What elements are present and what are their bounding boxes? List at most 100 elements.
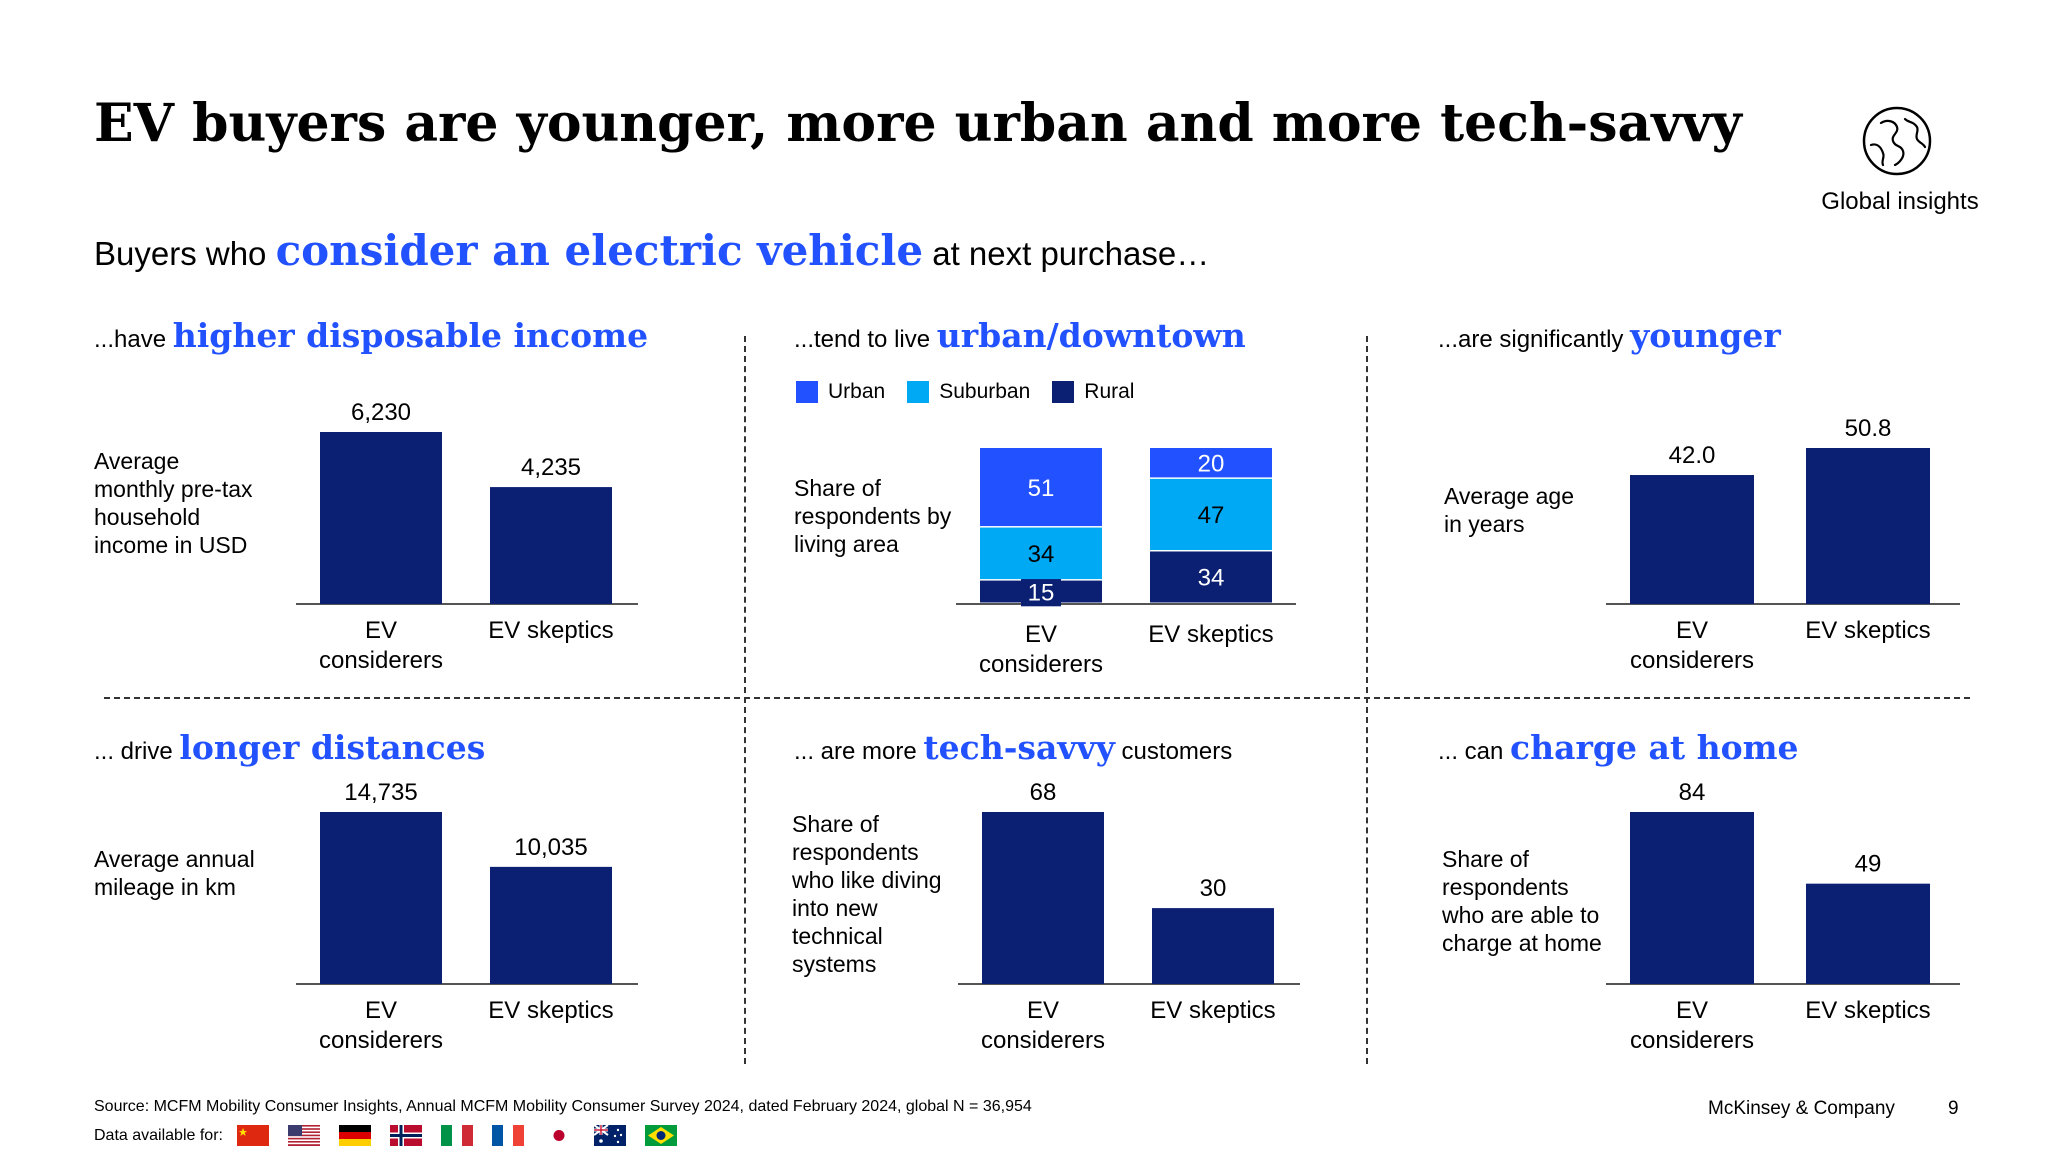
- age-bar-1: [1630, 475, 1754, 604]
- distance-bar-2: [490, 866, 612, 984]
- urban-value-label-suburban-1: 34: [1028, 541, 1055, 568]
- global-insights-label: Global insights: [1821, 188, 1979, 215]
- legend-label-urban: Urban: [828, 380, 886, 403]
- desc-tech: Share of respondents who like diving int…: [792, 811, 942, 977]
- legend-swatch-urban: [796, 381, 818, 403]
- urban-label-bg-rural-1: [1021, 578, 1061, 607]
- tech-category-label-1-line2: considerers: [981, 1027, 1105, 1054]
- usa-flag-icon: [287, 1125, 320, 1146]
- australia-flag-icon: [593, 1125, 626, 1146]
- page-title: EV buyers are younger, more urban and mo…: [94, 93, 1742, 154]
- income-category-label-2: EV skeptics: [488, 617, 613, 644]
- panel-head-pre: ... are more: [794, 738, 924, 765]
- legend-item-suburban: Suburban: [907, 380, 1030, 404]
- distance-value-label-1: 14,735: [344, 779, 417, 806]
- income-bar-2: [490, 487, 612, 604]
- urban-value-label-urban-1: 51: [1028, 475, 1055, 502]
- urban-segment-urban-2: [1150, 448, 1272, 478]
- panel-head-urban: ...tend to live urban/downtown: [794, 316, 1246, 355]
- horizontal-divider: [104, 697, 1970, 699]
- urban-category-label-1-line2: considerers: [979, 651, 1103, 678]
- charge-category-label-1-line2: considerers: [1630, 1027, 1754, 1054]
- panel-head-pre: ...are significantly: [1438, 326, 1631, 353]
- tech-bar-2: [1152, 908, 1274, 984]
- legend: Urban Suburban Rural: [796, 380, 1134, 404]
- age-category-label-1-line2: considerers: [1630, 647, 1754, 674]
- distance-category-label-1-line2: considerers: [319, 1027, 443, 1054]
- desc-age: Average age in years: [1444, 483, 1575, 537]
- age-category-label-2: EV skeptics: [1805, 617, 1930, 644]
- globe-icon: [1862, 106, 1932, 176]
- urban-category-label-1-line1: EV: [1025, 621, 1057, 648]
- page-number: 9: [1948, 1098, 1959, 1119]
- panel-head-income: ...have higher disposable income: [94, 316, 648, 355]
- tech-value-label-1: 68: [1030, 779, 1057, 806]
- desc-urban: Share of respondents by living area: [794, 475, 952, 557]
- panel-head-highlight: higher disposable income: [172, 316, 649, 355]
- urban-segment-suburban-1: [980, 527, 1102, 580]
- legend-swatch-rural: [1052, 381, 1075, 403]
- italy-flag-icon: [440, 1125, 473, 1146]
- panel-head-pre: ...tend to live: [794, 326, 937, 353]
- data-available: Data available for:: [94, 1125, 677, 1146]
- source-note: Source: MCFM Mobility Consumer Insights,…: [94, 1098, 1032, 1115]
- age-bar-2: [1806, 448, 1930, 604]
- income-value-label-2: 4,235: [521, 454, 581, 481]
- income-category-label-1-line1: EV: [365, 617, 397, 644]
- china-flag-icon: [236, 1125, 269, 1146]
- urban-segment-suburban-2: [1150, 478, 1272, 550]
- income-category-label-1-line2: considerers: [319, 647, 443, 674]
- income-bar-1: [320, 432, 442, 604]
- company-name: McKinsey & Company: [1708, 1098, 1895, 1119]
- panel-head-charge: ... can charge at home: [1438, 728, 1799, 767]
- panel-head-age: ...are significantly younger: [1438, 316, 1781, 355]
- panel-head-highlight: younger: [1630, 316, 1781, 355]
- charge-category-label-2: EV skeptics: [1805, 997, 1930, 1024]
- panel-head-post: customers: [1114, 738, 1233, 765]
- age-value-label-1: 42.0: [1669, 442, 1716, 469]
- panel-head-highlight: urban/downtown: [936, 316, 1246, 355]
- tech-category-label-1-line1: EV: [1027, 997, 1059, 1024]
- brazil-flag-icon: [644, 1125, 677, 1146]
- panel-head-distance: ... drive longer distances: [94, 728, 485, 767]
- vertical-divider-left: [744, 336, 746, 1064]
- desc-distance: Average annual mileage in km: [94, 846, 255, 900]
- urban-value-label-suburban-2: 47: [1198, 502, 1225, 529]
- income-value-label-1: 6,230: [351, 399, 411, 426]
- age-value-label-2: 50.8: [1845, 415, 1892, 442]
- panel-head-pre: ... can: [1438, 738, 1511, 765]
- charge-category-label-1-line1: EV: [1676, 997, 1708, 1024]
- legend-item-rural: Rural: [1052, 380, 1134, 404]
- panel-head-highlight: tech-savvy: [923, 728, 1115, 767]
- urban-value-label-urban-2: 20: [1198, 450, 1225, 477]
- subtitle: Buyers who consider an electric vehicle …: [94, 226, 1209, 275]
- urban-segment-rural-2: [1150, 551, 1272, 603]
- legend-item-urban: Urban: [796, 380, 885, 404]
- charge-value-label-1: 84: [1679, 779, 1706, 806]
- legend-swatch-suburban: [907, 381, 930, 403]
- charge-bar-1: [1630, 812, 1754, 984]
- subtitle-post: at next purchase…: [923, 235, 1210, 272]
- tech-category-label-2: EV skeptics: [1150, 997, 1275, 1024]
- distance-value-label-2: 10,035: [514, 834, 587, 861]
- legend-label-rural: Rural: [1084, 380, 1135, 403]
- tech-bar-1: [982, 812, 1104, 984]
- norway-flag-icon: [389, 1125, 422, 1146]
- desc-income: Average monthly pre-tax household income…: [94, 448, 253, 558]
- panel-head-pre: ...have: [94, 326, 173, 353]
- urban-value-label-rural-1: 15: [1028, 579, 1055, 606]
- charge-value-label-2: 49: [1855, 851, 1882, 878]
- urban-category-label-2: EV skeptics: [1148, 621, 1273, 648]
- tech-value-label-2: 30: [1200, 875, 1227, 902]
- charge-bar-2: [1806, 883, 1930, 984]
- japan-flag-icon: [542, 1125, 575, 1146]
- legend-label-suburban: Suburban: [939, 380, 1031, 403]
- distance-category-label-2: EV skeptics: [488, 997, 613, 1024]
- flag-list: [236, 1125, 677, 1146]
- age-category-label-1-line1: EV: [1676, 617, 1708, 644]
- panel-head-tech: ... are more tech-savvy customers: [794, 728, 1232, 767]
- panel-head-highlight: charge at home: [1510, 728, 1799, 767]
- panel-head-pre: ... drive: [94, 738, 180, 765]
- subtitle-pre: Buyers who: [94, 235, 276, 272]
